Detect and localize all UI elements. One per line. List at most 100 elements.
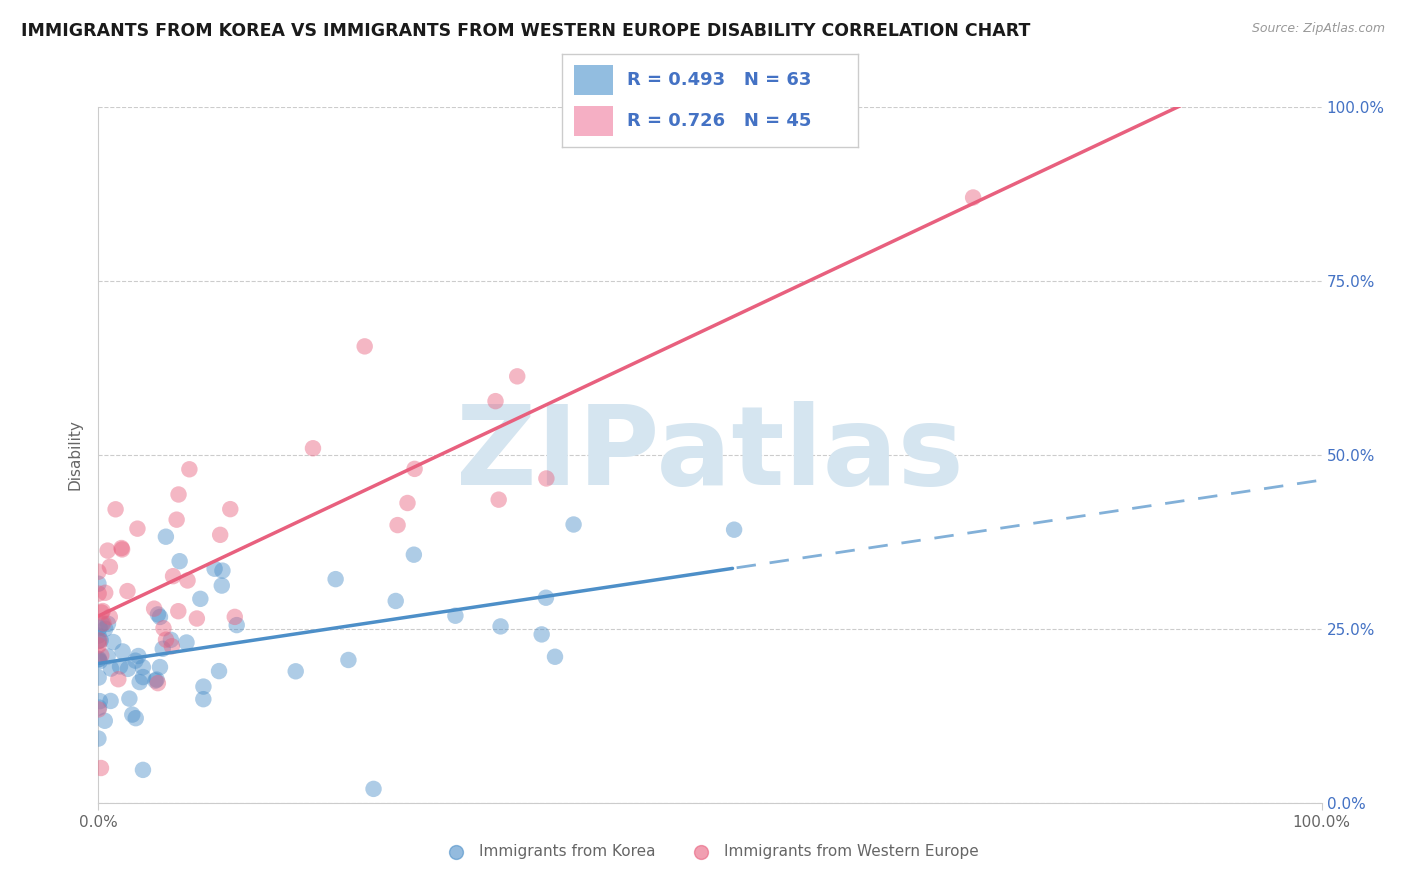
Point [143,601,166,615]
Point [488,492,510,507]
Point [225,618,247,632]
Point [536,471,558,485]
Point [98,610,121,624]
Point [91,616,114,631]
Point [87,639,110,653]
Point [209,528,232,542]
Point [100,662,122,676]
Point [87,633,110,648]
Point [111,644,134,658]
Point [169,554,191,568]
Point [396,496,419,510]
Point [167,487,190,501]
Point [544,649,567,664]
Point [302,442,325,456]
Text: R = 0.493   N = 63: R = 0.493 N = 63 [627,70,811,88]
Point [128,675,150,690]
Point [91,604,114,618]
Point [132,660,155,674]
Point [152,641,174,656]
Point [118,691,141,706]
Point [193,680,215,694]
Point [87,702,110,716]
Point [117,584,139,599]
Point [160,632,183,647]
Point [117,662,139,676]
Point [125,711,148,725]
Point [211,578,233,592]
Point [87,629,110,643]
Point [186,611,208,625]
Point [111,542,134,557]
Point [211,564,233,578]
Text: IMMIGRANTS FROM KOREA VS IMMIGRANTS FROM WESTERN EUROPE DISABILITY CORRELATION C: IMMIGRANTS FROM KOREA VS IMMIGRANTS FROM… [21,22,1031,40]
Point [108,659,131,673]
Legend: Immigrants from Korea, Immigrants from Western Europe: Immigrants from Korea, Immigrants from W… [434,838,986,864]
Point [104,502,127,516]
Point [87,652,110,666]
Point [444,608,467,623]
Point [962,190,984,204]
Bar [574,106,613,136]
Point [325,572,347,586]
Point [224,610,246,624]
Text: R = 0.726   N = 45: R = 0.726 N = 45 [627,112,811,130]
Point [90,761,112,775]
Point [484,394,506,409]
Point [166,513,188,527]
Point [162,569,184,583]
Point [90,606,112,620]
Point [127,522,149,536]
Point [103,635,125,649]
Point [89,654,111,668]
Point [90,633,112,648]
Point [155,632,177,647]
Point [124,654,146,668]
Point [107,672,129,686]
Point [89,621,111,635]
Point [145,673,167,688]
Point [219,502,242,516]
Point [145,673,167,687]
Point [149,660,172,674]
Point [204,562,226,576]
Point [387,518,409,533]
Point [90,648,112,663]
Point [87,671,110,685]
Point [363,781,385,796]
Point [146,676,169,690]
Point [562,517,585,532]
Point [94,714,117,728]
Point [97,649,120,664]
Point [193,692,215,706]
Point [530,627,553,641]
Point [94,622,117,636]
Point [127,648,149,663]
Point [87,565,110,579]
Point [179,462,201,476]
Point [94,586,117,600]
Point [353,339,375,353]
Point [98,559,121,574]
Point [132,763,155,777]
Point [402,548,425,562]
Point [384,594,406,608]
Text: ZIPatlas: ZIPatlas [456,401,965,508]
Point [723,523,745,537]
Point [337,653,360,667]
Bar [574,65,613,95]
Point [87,586,110,600]
Point [160,640,183,654]
Point [110,541,132,555]
Point [176,635,198,649]
Point [208,664,231,678]
Point [146,607,169,622]
Point [534,591,557,605]
Point [489,619,512,633]
Point [87,652,110,666]
Point [404,462,426,476]
Point [87,576,110,591]
Point [152,621,174,635]
Point [167,604,190,618]
Point [188,591,211,606]
